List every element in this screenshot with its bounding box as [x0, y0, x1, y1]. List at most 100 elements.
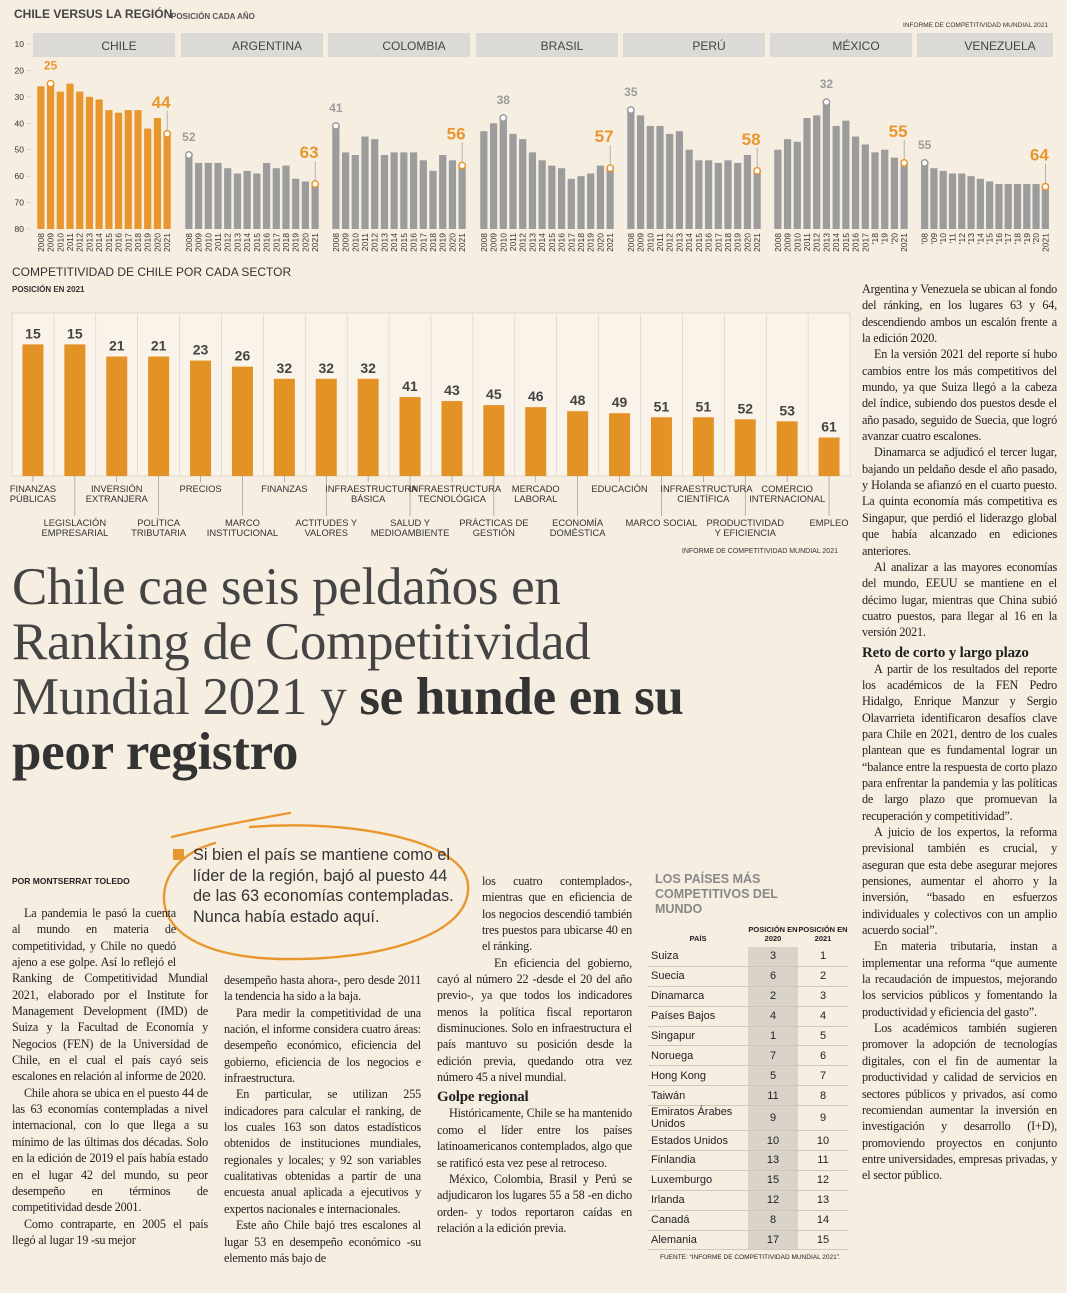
- table-cell: 5: [798, 1026, 848, 1047]
- year-label: 2021: [752, 233, 762, 252]
- year-label: 2008: [626, 233, 636, 252]
- regional-source: INFORME DE COMPETITIVIDAD MUNDIAL 2021: [903, 22, 1048, 29]
- table-cell: 8: [748, 1210, 798, 1231]
- bar: [489, 123, 498, 229]
- bar: [332, 125, 340, 229]
- value-label: 23: [193, 342, 209, 358]
- bar: [243, 170, 251, 229]
- bar: [480, 131, 488, 229]
- bar: [357, 378, 379, 476]
- value-label: 41: [402, 378, 418, 394]
- bar: [441, 401, 463, 476]
- panel-tab: [623, 33, 765, 57]
- table-cell: 4: [798, 1006, 848, 1027]
- table-cell: Emiratos Árabes Unidos: [648, 1105, 748, 1132]
- bar: [734, 419, 756, 476]
- paragraph: Los académicos también sugieren promover…: [862, 1021, 1057, 1183]
- year-label: 2016: [114, 233, 124, 252]
- panel-tab: [33, 33, 175, 57]
- value-label: 61: [821, 419, 837, 435]
- bar: [105, 110, 113, 229]
- year-label: 2015: [841, 233, 851, 252]
- table-cell: 15: [798, 1230, 848, 1251]
- y-tick-label: 70: [15, 198, 25, 208]
- table-cell: 14: [798, 1210, 848, 1231]
- year-label: 2012: [812, 233, 822, 252]
- value-label: 52: [737, 400, 753, 416]
- table-cell: 11: [748, 1085, 798, 1107]
- year-label: 2021: [457, 233, 467, 252]
- table-row: Hong Kong 5 7: [648, 1065, 848, 1087]
- category-label: INFRAESTRUCTURA TECNOLÓGICA: [408, 483, 502, 504]
- table-cell: Irlanda: [648, 1190, 748, 1211]
- year-label: '20: [889, 233, 899, 244]
- year-label: '14: [975, 233, 985, 244]
- paragraph: México, Colombia, Brasil y Perú se adjud…: [437, 1171, 632, 1235]
- table-cell: Suecia: [648, 966, 748, 987]
- bar: [66, 83, 74, 230]
- year-label: 2008: [773, 233, 783, 252]
- table-cell: 13: [798, 1190, 848, 1211]
- year-label: 2013: [232, 233, 242, 252]
- bar: [636, 115, 645, 229]
- bar: [273, 378, 295, 476]
- country-name: ARGENTINA: [232, 39, 302, 53]
- table-cell: Hong Kong: [648, 1065, 748, 1087]
- table-cell: Estados Unidos: [648, 1130, 748, 1152]
- year-label: 2010: [350, 233, 360, 252]
- bar: [822, 102, 831, 229]
- bar: [967, 176, 975, 229]
- bar: [231, 366, 253, 476]
- paragraph: los cuatro contemplados-, mientras que e…: [482, 874, 632, 954]
- country-name: CHILE: [101, 39, 136, 53]
- year-label: '09: [929, 233, 939, 244]
- header-cell: PAÍS: [689, 934, 707, 943]
- bar: [567, 411, 589, 476]
- bar: [1013, 184, 1022, 229]
- bar: [596, 165, 605, 229]
- bar: [734, 162, 742, 229]
- paragraph: Históricamente, Chile se ha mantenido co…: [437, 1106, 632, 1170]
- regional-subtitle: POSICIÓN CADA AÑO: [171, 12, 255, 21]
- marker: [331, 121, 340, 130]
- bar: [519, 139, 527, 229]
- value-label: 15: [25, 325, 41, 341]
- bar: [900, 162, 908, 229]
- y-tick-label: 80: [15, 224, 25, 234]
- category-label: SALUD Y MEDIOAMBIENTE: [370, 517, 450, 538]
- marker: [822, 98, 831, 107]
- value-label: 21: [151, 338, 167, 354]
- year-label: 2012: [518, 233, 528, 252]
- country-name: COLOMBIA: [382, 39, 445, 53]
- year-label: 2011: [802, 233, 812, 252]
- year-label: '20: [1031, 233, 1041, 244]
- bar: [606, 168, 614, 229]
- bar: [114, 112, 123, 229]
- table-row: Canadá 8 14: [648, 1210, 848, 1231]
- value-label: 21: [109, 338, 125, 354]
- table-row: Alemania 17 15: [648, 1230, 848, 1251]
- bar: [818, 437, 840, 476]
- value-label: 55: [918, 138, 932, 152]
- paragraph: Argentina y Venezuela se ubican al fondo…: [862, 282, 1057, 346]
- column: los cuatro contemplados-, mientras que e…: [437, 873, 632, 1236]
- bar: [538, 160, 546, 229]
- bar: [921, 162, 929, 229]
- marker: [606, 164, 615, 173]
- year-label: 2016: [557, 233, 567, 252]
- year-label: 2015: [104, 233, 114, 252]
- table-cell: 17: [748, 1230, 798, 1251]
- value-label: 51: [654, 398, 670, 414]
- table-row: Singapur 1 5: [648, 1026, 848, 1047]
- value-label: 49: [612, 394, 628, 410]
- table-cell: 4: [748, 1006, 798, 1027]
- year-label: 2017: [418, 233, 428, 252]
- bar: [458, 165, 466, 229]
- marker: [46, 79, 55, 88]
- value-label: 32: [277, 360, 293, 376]
- bar: [666, 133, 674, 229]
- year-label: 2017: [123, 233, 133, 252]
- bar: [587, 173, 595, 229]
- bar: [958, 173, 966, 229]
- paragraph: En particular, se utilizan 255 indicador…: [224, 1087, 421, 1216]
